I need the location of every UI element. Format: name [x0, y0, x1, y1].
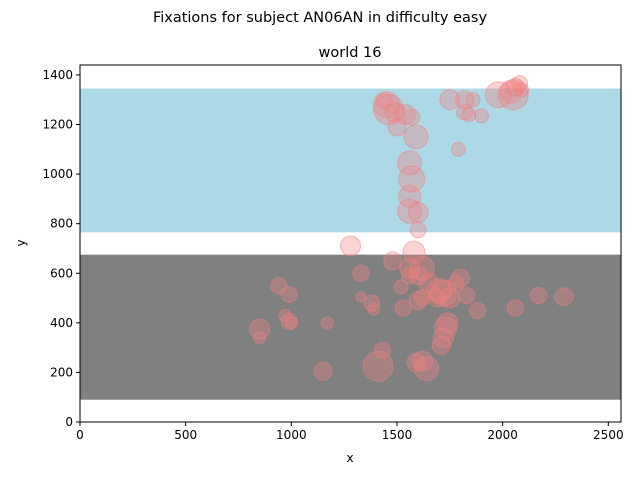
fixation-point — [409, 221, 427, 239]
fixation-point — [465, 92, 481, 108]
figure-suptitle: Fixations for subject AN06AN in difficul… — [153, 10, 488, 26]
fixation-point — [397, 150, 423, 176]
fixation-point — [506, 299, 524, 317]
fixation-point — [253, 331, 267, 345]
background-region-0 — [80, 254, 621, 400]
fixation-point — [497, 79, 529, 111]
fixation-point — [468, 301, 486, 319]
fixation-point — [413, 289, 431, 307]
fixation-point — [387, 117, 407, 137]
fixation-point — [320, 316, 334, 330]
fixation-point — [398, 184, 422, 208]
axes-title: world 16 — [319, 45, 382, 61]
y-tick-label: 400 — [50, 316, 73, 330]
fixation-point — [383, 251, 403, 271]
fixation-point — [373, 341, 391, 359]
fixation-point — [340, 235, 361, 257]
fixation-points — [249, 75, 574, 382]
fixation-point — [402, 240, 426, 264]
y-tick-label: 800 — [50, 217, 73, 231]
background-regions — [80, 88, 621, 400]
fixation-point — [432, 327, 454, 349]
fixation-point — [458, 287, 476, 305]
fixation-point — [362, 350, 394, 382]
fixation-point — [313, 361, 333, 381]
fixation-point — [450, 268, 470, 288]
plot-frame — [79, 64, 622, 423]
fixation-point — [530, 287, 548, 305]
y-tick-label: 1400 — [42, 68, 73, 82]
fixation-point — [394, 299, 412, 317]
y-tick-label: 1000 — [42, 167, 73, 181]
x-tick-label: 1000 — [276, 428, 307, 442]
fixation-point — [398, 165, 426, 193]
fixation-point — [367, 302, 381, 316]
x-axis-ticks: 0 500 1000 1500 2000 2500 — [76, 422, 624, 442]
y-tick-label: 1200 — [42, 118, 73, 132]
fixation-point — [393, 279, 409, 295]
fixation-point — [499, 80, 523, 104]
fixation-point — [414, 356, 440, 382]
fixation-point — [450, 141, 466, 157]
fixation-point — [284, 316, 298, 330]
x-tick-label: 2500 — [593, 428, 624, 442]
fixation-point — [431, 335, 451, 355]
y-tick-label: 200 — [50, 365, 73, 379]
fixation-point — [474, 108, 490, 124]
x-axis-label: x — [346, 451, 353, 465]
x-tick-label: 2000 — [487, 428, 518, 442]
fixation-point — [375, 92, 393, 110]
y-tick-label: 0 — [65, 415, 73, 429]
x-tick-label: 1500 — [382, 428, 413, 442]
fixation-point — [461, 107, 477, 123]
y-axis-ticks: 0 200 400 600 800 1000 1200 1400 — [42, 68, 80, 429]
fixation-point — [280, 285, 298, 303]
fixation-point — [352, 264, 370, 282]
fixation-point — [427, 288, 447, 308]
fixation-point — [355, 291, 367, 303]
fixation-point — [403, 108, 421, 126]
y-tick-label: 600 — [50, 266, 73, 280]
fixation-point — [514, 82, 530, 98]
fixation-point — [401, 267, 419, 285]
background-region-1 — [80, 88, 621, 233]
y-axis-label: y — [14, 239, 28, 246]
fixation-point — [403, 124, 429, 150]
fixation-point — [554, 287, 574, 307]
fixation-point — [439, 89, 461, 111]
x-tick-label: 500 — [174, 428, 197, 442]
x-tick-label: 0 — [76, 428, 84, 442]
